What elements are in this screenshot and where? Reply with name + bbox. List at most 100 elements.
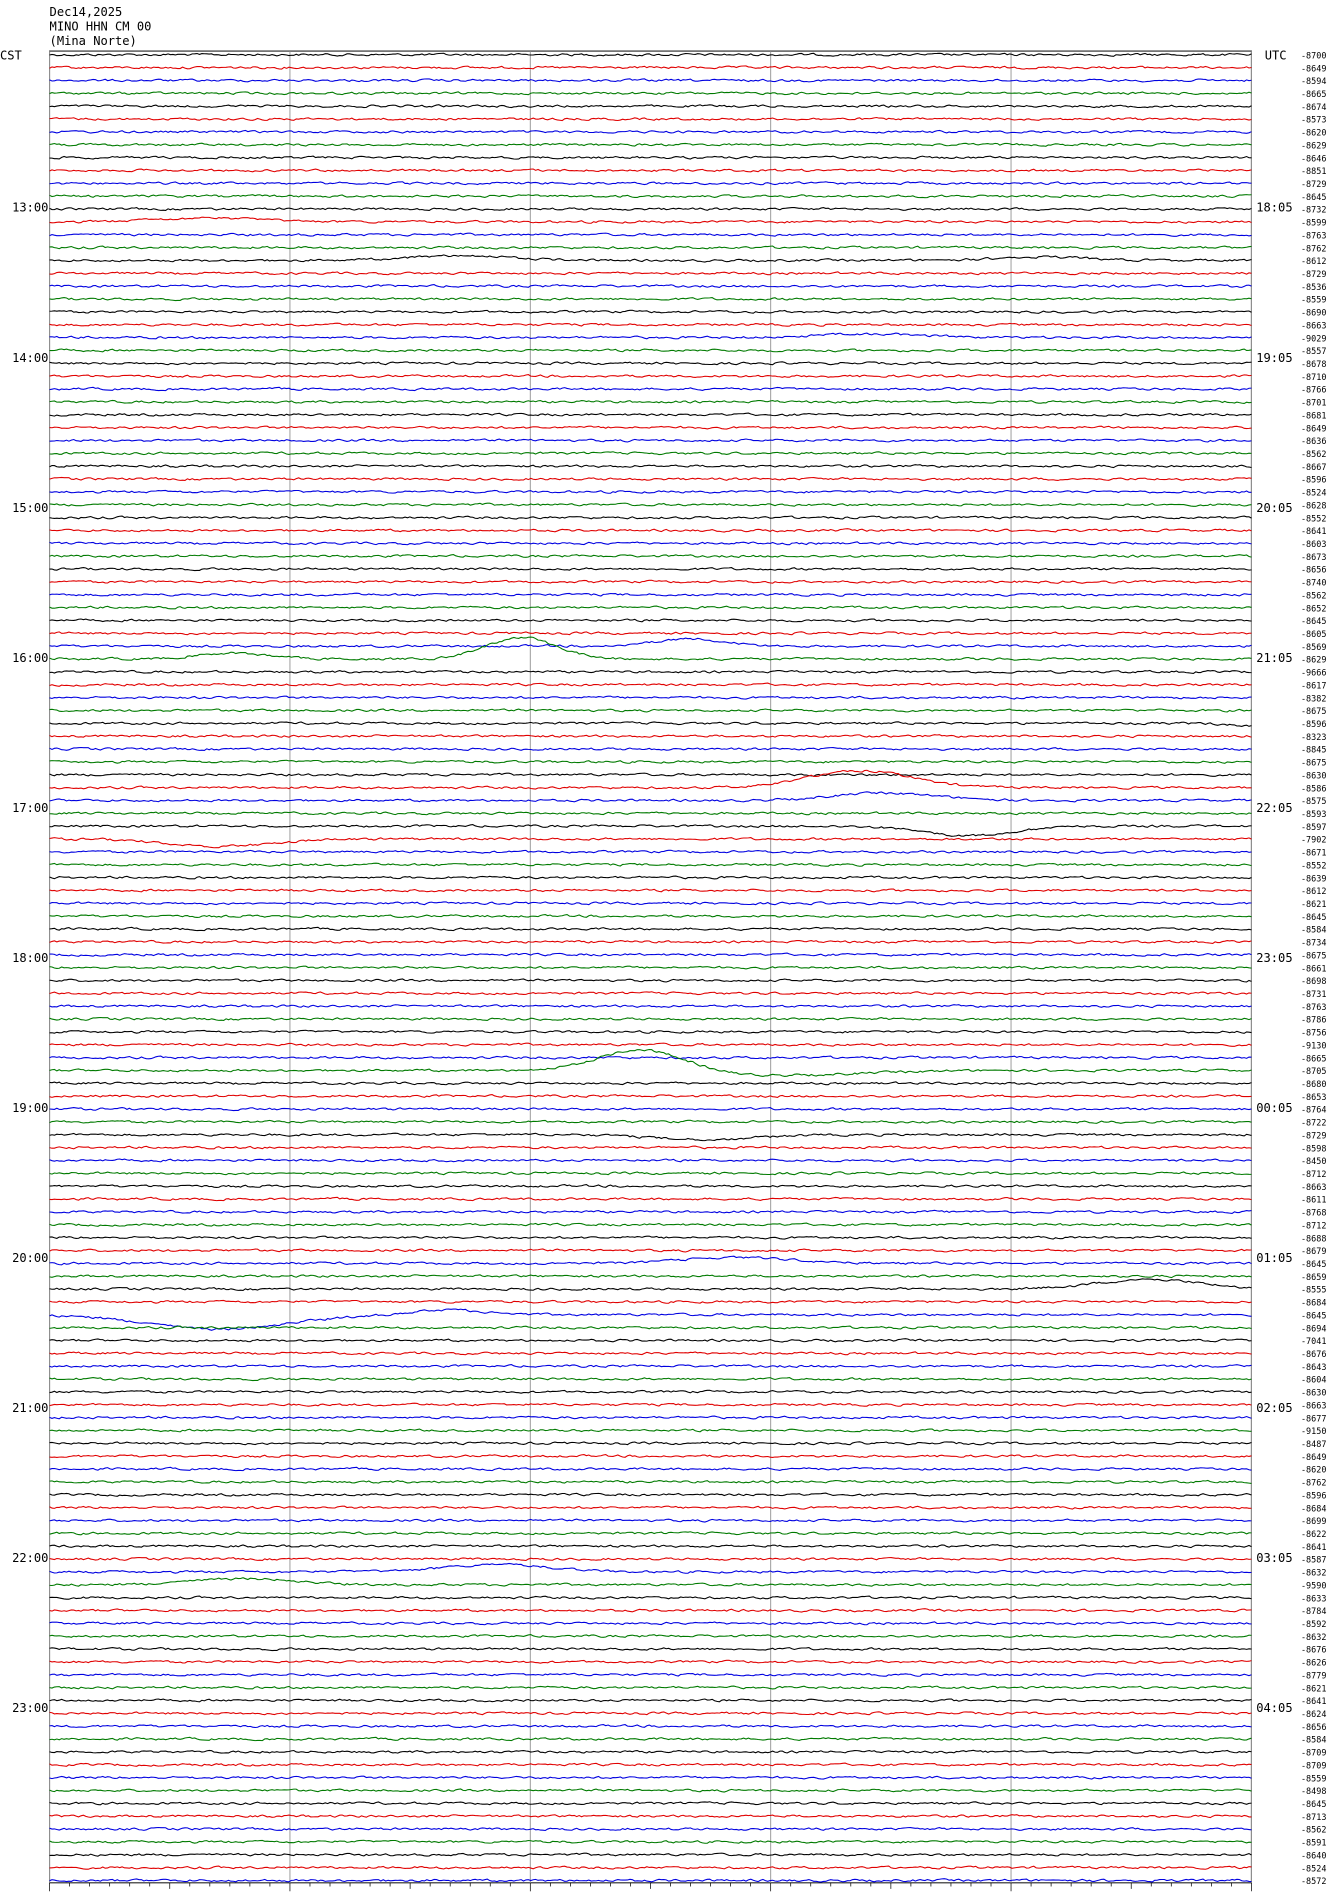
trace-offset: -8701 (1301, 398, 1326, 408)
trace-offset: -8557 (1301, 346, 1326, 356)
x-tick-label: 03 (763, 1892, 778, 1894)
seismic-trace (49, 965, 1252, 970)
trace-offset: -8705 (1301, 1066, 1326, 1076)
seismic-trace (49, 695, 1252, 700)
seismic-trace (49, 1466, 1252, 1472)
trace-offset: -8498 (1301, 1786, 1326, 1796)
trace-offset: -8851 (1301, 166, 1326, 176)
seismic-trace (49, 1577, 1252, 1587)
trace-offset: -8645 (1301, 616, 1326, 626)
seismic-trace (49, 528, 1252, 533)
seismic-trace (49, 1736, 1252, 1742)
trace-offset: -8594 (1301, 76, 1326, 86)
trace-offset: -8586 (1301, 783, 1326, 793)
trace-offset: -8709 (1301, 1748, 1326, 1758)
seismic-trace (49, 605, 1252, 610)
seismic-trace (49, 1518, 1252, 1523)
seismic-trace (49, 155, 1252, 160)
seismic-trace (49, 978, 1252, 983)
trace-offset: -8645 (1301, 192, 1326, 202)
seismic-trace (49, 1402, 1252, 1407)
seismic-trace (49, 1441, 1252, 1446)
seismic-trace (49, 332, 1252, 340)
trace-offset: -8626 (1301, 1658, 1326, 1668)
utc-hour-label: 21:05 (1256, 651, 1292, 665)
seismic-trace (49, 1724, 1252, 1729)
trace-offset: -8729 (1301, 179, 1326, 189)
trace-offset: -8712 (1301, 1220, 1326, 1230)
trace-offset: -8673 (1301, 552, 1326, 562)
trace-offset: -8612 (1301, 886, 1326, 896)
seismic-trace (49, 1274, 1252, 1279)
trace-offset: -8779 (1301, 1670, 1326, 1680)
seismic-trace (49, 1505, 1252, 1510)
trace-offset: -8562 (1301, 449, 1326, 459)
trace-offset: -8764 (1301, 1105, 1326, 1115)
trace-offset: -8713 (1301, 1812, 1326, 1822)
seismic-trace (49, 1852, 1252, 1857)
trace-offset: -8636 (1301, 436, 1326, 446)
trace-offset: -8559 (1301, 295, 1326, 305)
seismic-trace (49, 374, 1252, 379)
seismic-trace (49, 682, 1252, 687)
trace-offset: -8604 (1301, 1375, 1326, 1385)
seismic-trace (49, 254, 1252, 263)
seismic-trace (49, 104, 1252, 109)
trace-offset: -8712 (1301, 1169, 1326, 1179)
trace-offset: -8572 (1301, 1876, 1326, 1886)
trace-offset: -8624 (1301, 1709, 1326, 1719)
traces (49, 52, 1252, 1883)
trace-offset: -8450 (1301, 1156, 1326, 1166)
trace-offset: -8584 (1301, 1735, 1326, 1745)
trace-offset: -8524 (1301, 1863, 1326, 1873)
trace-offset: -8622 (1301, 1529, 1326, 1539)
seismic-trace (49, 769, 1252, 790)
seismic-trace (49, 464, 1252, 469)
seismic-trace (49, 1042, 1252, 1047)
seismic-trace (49, 232, 1252, 237)
trace-offset: -8621 (1301, 899, 1326, 909)
trace-offset: -8630 (1301, 1388, 1326, 1398)
seismic-trace (49, 1646, 1252, 1652)
utc-hour-label: 01:05 (1256, 1251, 1292, 1265)
trace-offset: -8649 (1301, 1452, 1326, 1462)
trace-offset: -8573 (1301, 115, 1326, 125)
trace-offset: -8698 (1301, 976, 1326, 986)
trace-offset: -8756 (1301, 1028, 1326, 1038)
seismic-trace (49, 1428, 1252, 1433)
trace-offset: -8709 (1301, 1760, 1326, 1770)
trace-offset: -8617 (1301, 680, 1326, 690)
trace-offset: -8591 (1301, 1838, 1326, 1848)
trace-offset: -8555 (1301, 1285, 1326, 1295)
utc-hour-label: 22:05 (1256, 801, 1292, 815)
trace-offset: -8552 (1301, 513, 1326, 523)
seismic-trace (49, 1595, 1252, 1600)
seismic-trace (49, 194, 1252, 199)
seismic-trace (49, 1158, 1252, 1163)
seismic-trace (49, 1325, 1252, 1330)
seismic-trace (49, 1659, 1252, 1664)
seismic-trace (49, 1255, 1252, 1266)
seismic-trace (49, 476, 1252, 482)
trace-offset: -8584 (1301, 925, 1326, 935)
trace-offset: -8639 (1301, 873, 1326, 883)
seismic-trace (49, 824, 1252, 837)
seismic-trace (49, 708, 1252, 713)
trace-offset: -8763 (1301, 1002, 1326, 1012)
seismic-trace (49, 759, 1252, 764)
trace-offset: -8562 (1301, 1825, 1326, 1835)
x-tick-label: 02 (523, 1892, 538, 1894)
seismic-trace (49, 1454, 1252, 1459)
trace-offset: -8729 (1301, 269, 1326, 279)
seismic-trace (49, 1389, 1252, 1394)
seismic-trace (49, 271, 1252, 276)
seismic-trace (49, 65, 1252, 70)
trace-offset: -8536 (1301, 282, 1326, 292)
trace-offset: -8678 (1301, 359, 1326, 369)
trace-offset: -8700 (1301, 50, 1326, 60)
seismic-trace (49, 284, 1252, 289)
trace-offset: -8731 (1301, 989, 1326, 999)
trace-offset: -8763 (1301, 230, 1326, 240)
utc-hour-label: 03:05 (1256, 1551, 1292, 1565)
